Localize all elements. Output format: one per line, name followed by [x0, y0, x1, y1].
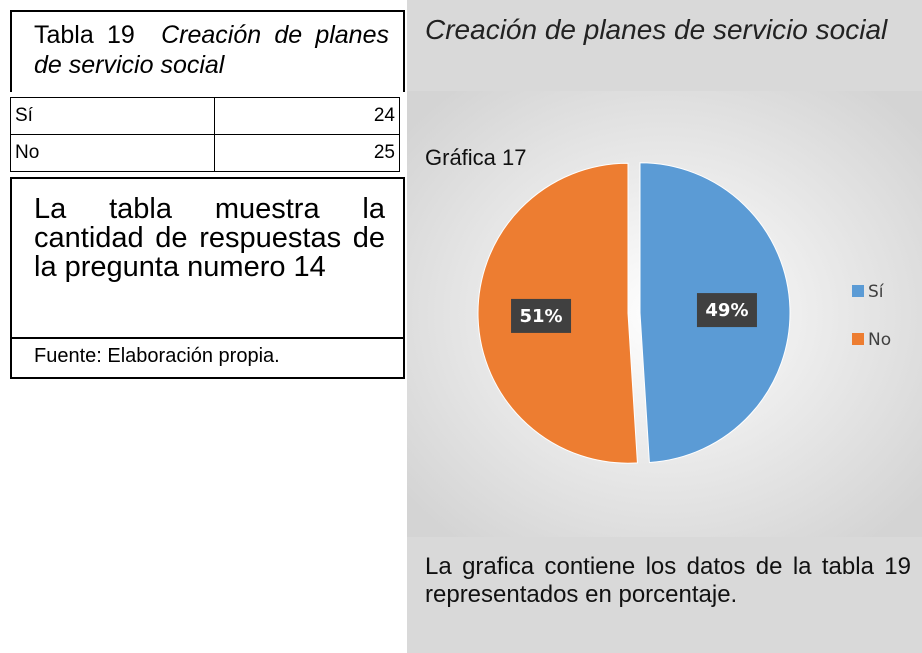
value-label-box [696, 293, 757, 328]
chart-subtitle: Gráfica 17 [425, 145, 527, 170]
cell: No [9, 134, 216, 172]
legend-label: Sí [868, 282, 885, 302]
legend-swatch [852, 285, 864, 297]
cell: 25 [214, 134, 400, 172]
chart-note: La grafica contiene los datos de la tabl… [425, 553, 911, 608]
table-row: No 25 [9, 134, 400, 172]
legend-label: No [868, 330, 891, 350]
legend-swatch [852, 333, 864, 345]
table-title: Tabla 19 Creación de planes de servicio … [10, 10, 405, 92]
value-label: 51% [519, 306, 562, 327]
table-source: Fuente: Elaboración propia. [10, 339, 405, 379]
chart: Gráfica 17 49% 51% Sí No [407, 91, 922, 537]
table-title-text: Creación de planes de servicio social [34, 21, 389, 79]
table-description: La tabla muestra la cantidad de respuest… [10, 177, 405, 339]
chart-title: Creación de planes de servicio social [425, 14, 888, 45]
table-row: Sí 24 [9, 97, 400, 135]
chart-panel: Creación de planes de servicio social Gr… [407, 0, 922, 653]
table-label: Tabla 19 [34, 21, 135, 49]
value-label-box [511, 298, 572, 333]
cell: Sí [9, 97, 216, 135]
value-label: 49% [705, 300, 748, 321]
cell: 24 [214, 97, 400, 135]
data-table: Sí 24 No 25 [9, 97, 400, 172]
